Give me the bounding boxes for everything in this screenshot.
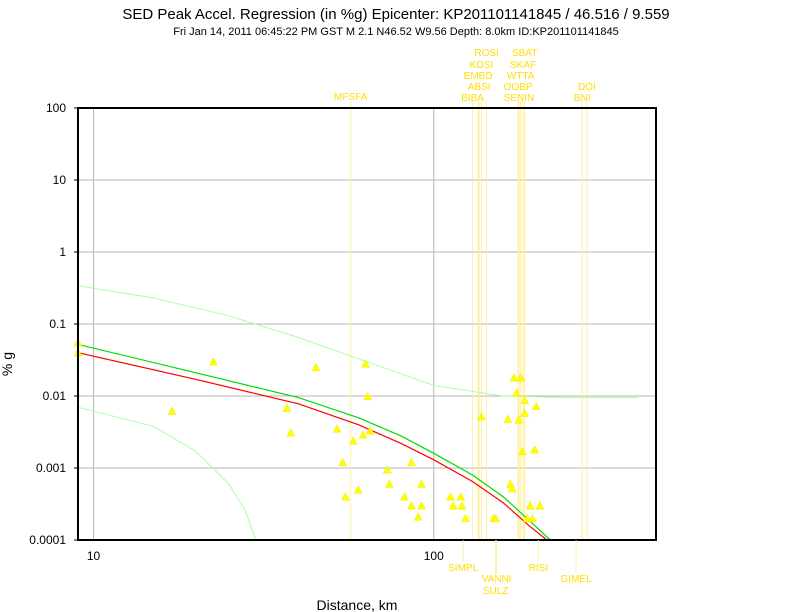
data-point — [382, 465, 392, 474]
data-point — [417, 501, 426, 510]
upper-bound-line — [77, 285, 639, 399]
station-label: GIMEL — [561, 574, 593, 585]
y-tick-label: 1 — [59, 245, 66, 259]
x-tick-label: 100 — [424, 549, 444, 563]
data-point — [384, 479, 394, 488]
station-label: BNI — [574, 93, 591, 104]
y-tick-label: 100 — [46, 101, 66, 115]
data-point — [400, 492, 409, 501]
station-label: SULZ — [483, 586, 509, 597]
data-point — [413, 512, 423, 521]
data-point — [208, 357, 218, 366]
station-label: SKAF — [510, 60, 536, 71]
data-point — [332, 424, 342, 433]
station-label: RISI — [529, 563, 548, 574]
x-tick-label: 10 — [87, 549, 101, 563]
regression-line — [77, 352, 548, 541]
data-point — [348, 436, 358, 445]
data-point — [491, 513, 501, 523]
data-point — [517, 446, 527, 456]
station-label: VANNI — [482, 574, 512, 585]
data-point — [456, 492, 466, 501]
data-point — [311, 362, 321, 372]
data-point — [361, 359, 370, 368]
data-point — [514, 415, 524, 424]
station-label: ABSI — [468, 82, 491, 93]
data-point — [530, 445, 540, 454]
data-point — [520, 408, 530, 417]
data-point — [338, 457, 348, 467]
lower-bound-line — [77, 406, 257, 541]
data-point — [282, 403, 292, 412]
data-point — [535, 501, 545, 510]
data-point — [341, 492, 350, 501]
y-tick-label: 0.01 — [43, 389, 67, 403]
data-point — [417, 479, 426, 488]
data-point — [520, 395, 530, 404]
data-point — [365, 426, 375, 435]
y-tick-label: 0.1 — [49, 317, 66, 331]
station-label: BIBA — [461, 93, 484, 104]
data-point — [509, 373, 519, 382]
data-point — [528, 513, 537, 523]
data-point — [461, 513, 470, 523]
data-point — [358, 430, 368, 439]
data-point — [503, 414, 513, 423]
data-point — [457, 501, 467, 510]
data-point — [522, 513, 532, 523]
data-point — [512, 388, 521, 397]
data-point — [407, 457, 416, 467]
station-label: SBAT — [512, 48, 537, 59]
data-point — [407, 501, 416, 510]
data-point — [446, 492, 455, 501]
station-label: WTTA — [507, 71, 535, 82]
data-point — [167, 406, 177, 415]
y-tick-label: 0.001 — [36, 461, 66, 475]
regression-fit-line — [77, 343, 551, 541]
station-label: KOSI — [469, 60, 493, 71]
y-axis-label: % g — [0, 352, 15, 376]
y-tick-label: 0.0001 — [29, 533, 66, 547]
data-point — [286, 428, 296, 437]
station-label: OOBP — [504, 82, 533, 93]
chart-subtitle: Fri Jan 14, 2011 06:45:22 PM GST M 2.1 N… — [173, 26, 619, 38]
data-point — [448, 501, 458, 510]
chart-title: SED Peak Accel. Regression (in %g) Epice… — [122, 6, 670, 23]
data-point — [507, 483, 517, 493]
data-point — [516, 373, 526, 382]
station-label: SENIN — [504, 93, 535, 104]
station-label: EMBD — [464, 71, 493, 82]
data-point — [531, 401, 541, 411]
x-axis-label: Distance, km — [317, 597, 398, 612]
data-point — [363, 391, 373, 401]
data-point — [525, 501, 535, 510]
data-point — [476, 411, 486, 421]
station-label: SIMPL — [448, 563, 478, 574]
data-point — [353, 485, 363, 494]
station-label: ROSI — [474, 48, 498, 59]
station-label: DOI — [578, 82, 596, 93]
y-tick-label: 10 — [53, 173, 67, 187]
station-label: MFSFA — [334, 92, 368, 103]
